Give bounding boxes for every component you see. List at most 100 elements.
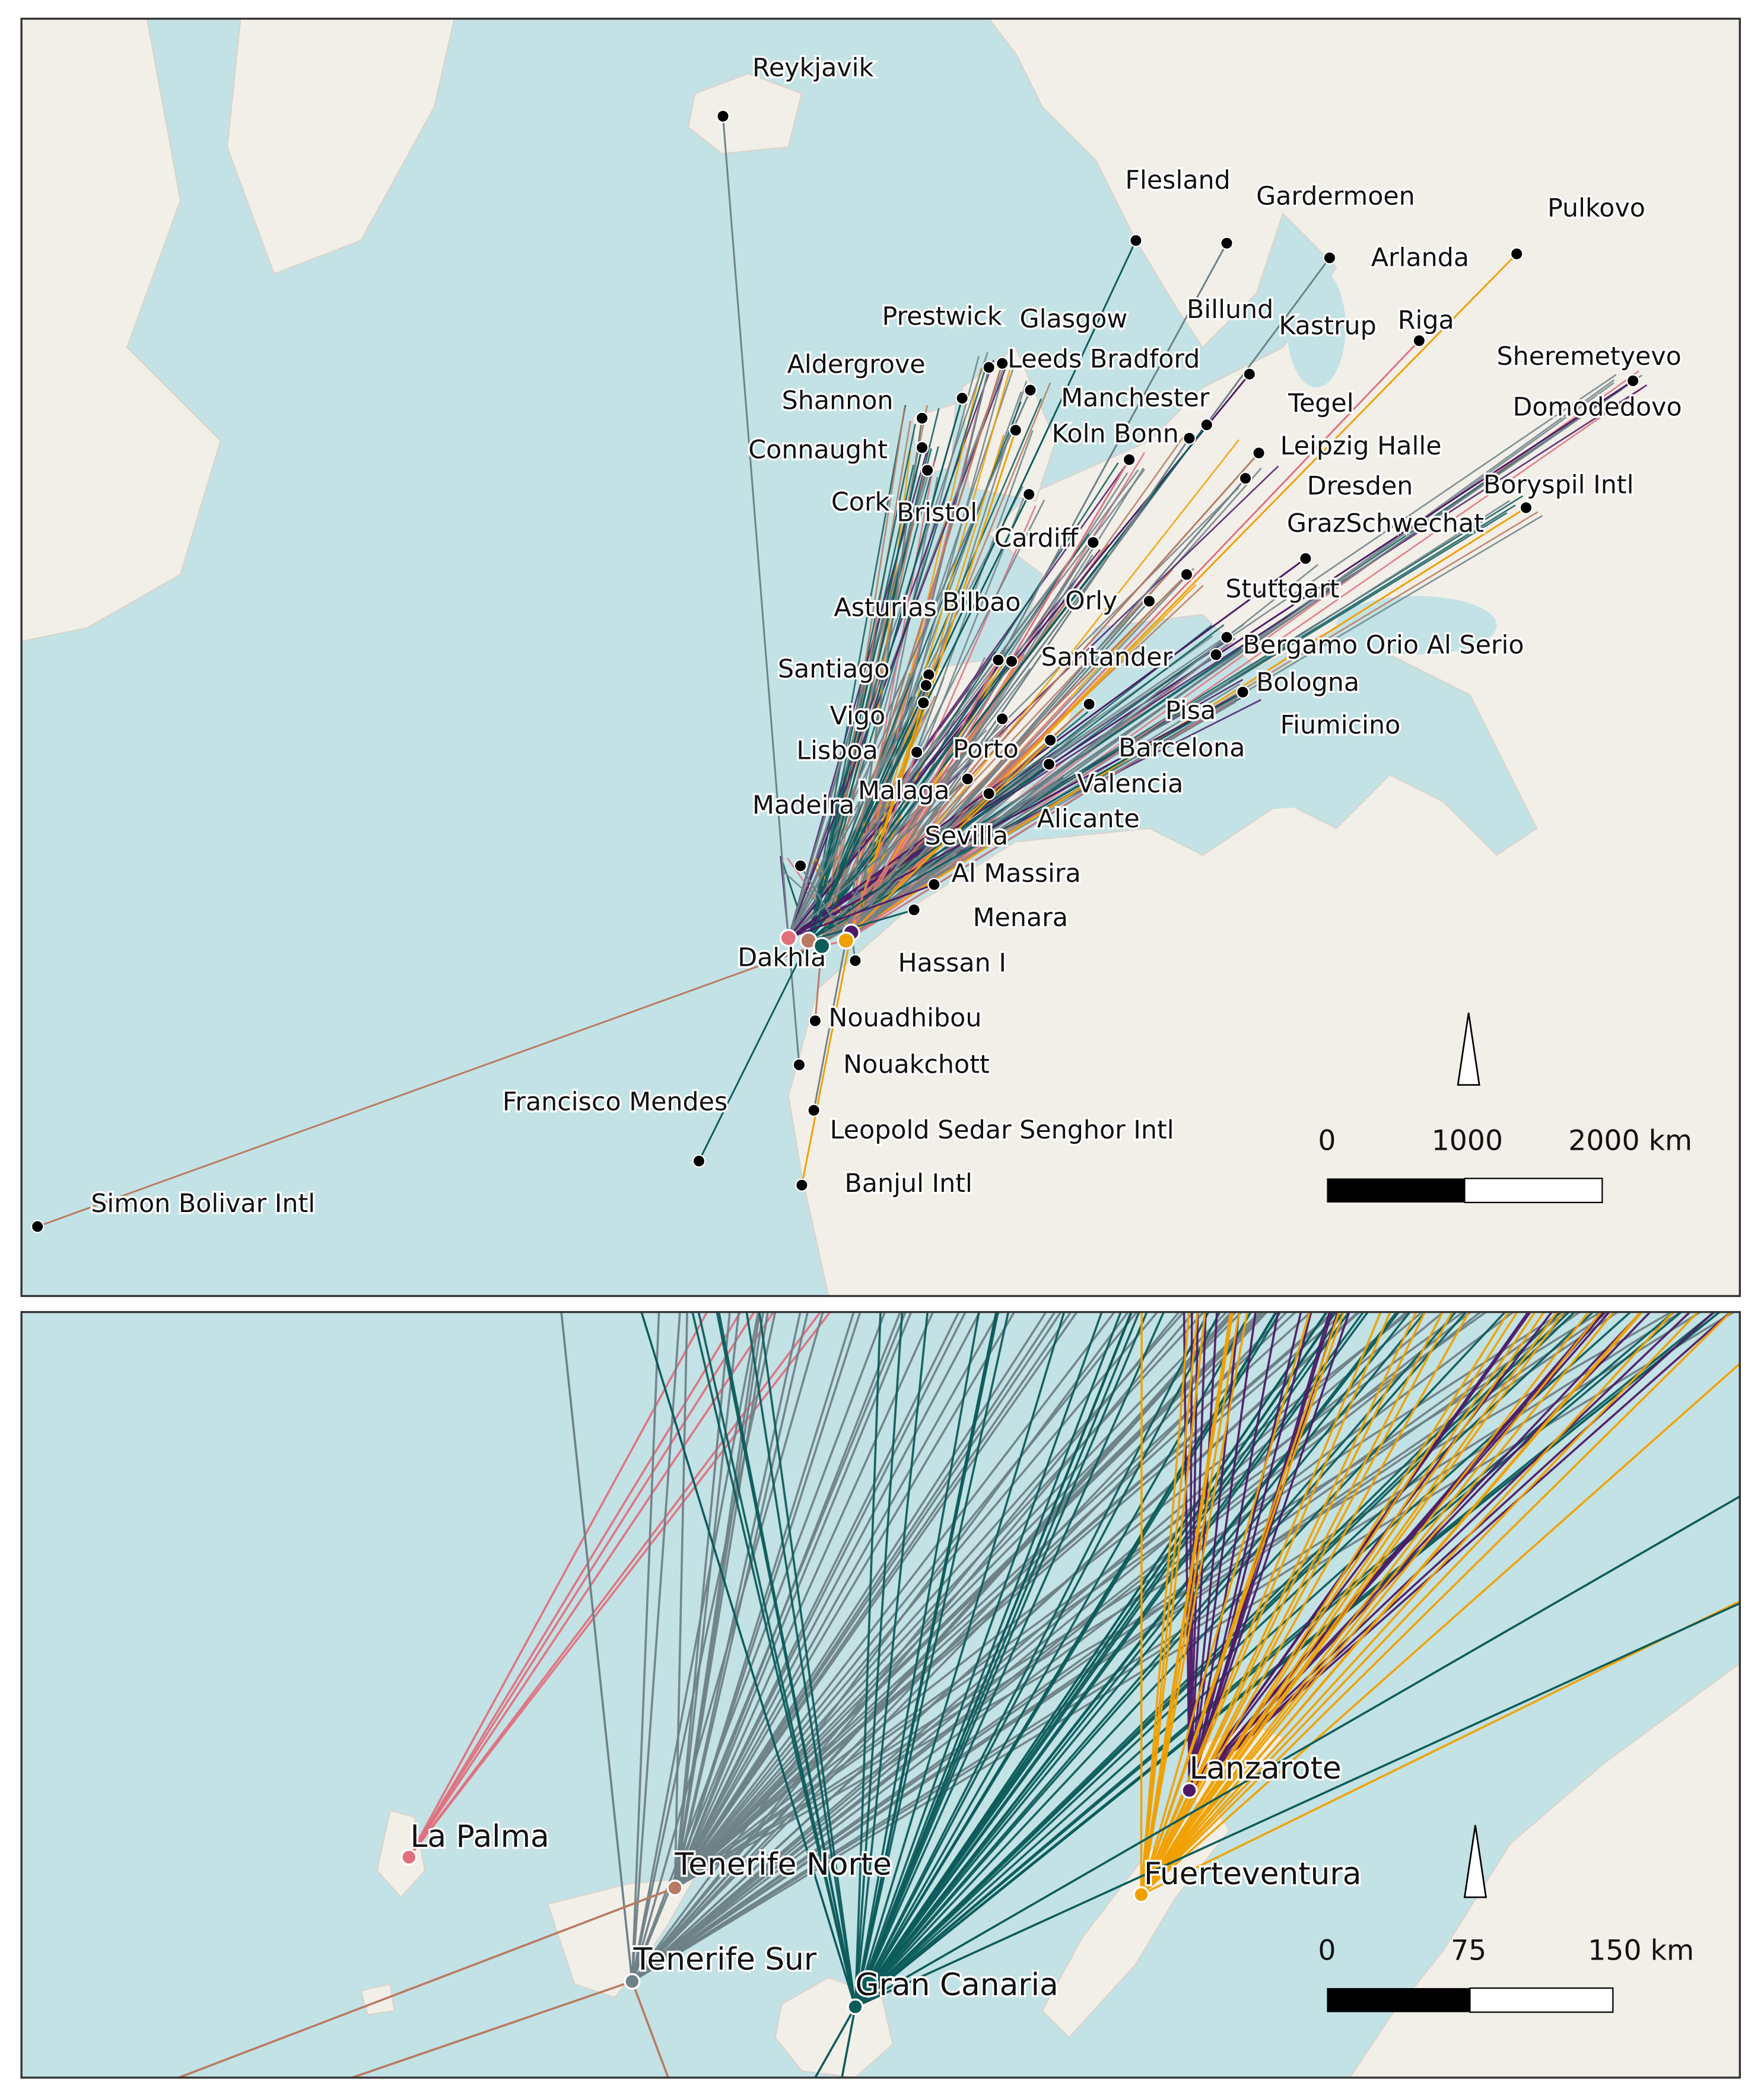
route (854, 1495, 1740, 2008)
airport-label: Fiumicino (1280, 711, 1401, 740)
route (1188, 1312, 1553, 1791)
route (845, 752, 918, 941)
route (850, 507, 1527, 934)
airport-label: Lisboa (796, 736, 878, 765)
airport-label: Cork (831, 488, 890, 517)
airport-dot (1082, 697, 1096, 711)
airport-dot (1200, 418, 1214, 432)
airport-label: Domodedovo (1512, 393, 1682, 422)
airport-dot (910, 745, 924, 759)
airport-label: Al Massira (952, 859, 1081, 889)
airport-label: Riga (1398, 306, 1454, 335)
route (854, 1312, 997, 2007)
route (854, 1312, 882, 2007)
airport-label: Manchester (1061, 383, 1209, 413)
route (1140, 1312, 1545, 1896)
route (854, 1312, 1328, 2008)
airport-label: Asturias (834, 593, 936, 622)
airport-dot (927, 877, 941, 892)
airport-label: Flesland (1125, 166, 1230, 195)
route (1140, 1312, 1674, 1896)
scale-bar (1327, 1178, 1465, 1203)
route (787, 937, 800, 1066)
airport-label: Banjul Intl (844, 1169, 972, 1198)
airport-label: Shannon (782, 386, 894, 415)
airport-dot (919, 679, 933, 692)
route (1140, 1312, 1536, 1896)
route (408, 1312, 822, 1858)
route (1188, 1312, 1257, 1791)
route (854, 1312, 1365, 2008)
airport-dot (795, 1178, 809, 1192)
route (854, 1312, 1277, 2008)
route (854, 1312, 929, 2007)
airport-dot (1412, 334, 1426, 348)
route (850, 439, 1240, 933)
route (854, 1312, 1148, 2008)
airport-dot (807, 1103, 821, 1117)
airport-label: Malaga (858, 776, 950, 806)
airport-dot (1242, 367, 1257, 381)
scale-bar (1464, 1178, 1603, 1203)
route (1140, 1312, 1190, 1895)
scale-label: 0 (1318, 1934, 1336, 1967)
route (1140, 1312, 1699, 1896)
route (673, 1312, 1115, 1889)
route (1140, 1312, 1509, 1896)
route (1140, 1312, 1340, 1896)
airport-dot (1122, 453, 1136, 466)
airport-dot (716, 109, 730, 123)
route (845, 637, 1228, 942)
route (821, 380, 1633, 944)
route (176, 1887, 676, 2078)
airport-label: Leopold Sedar Senghor Intl (830, 1115, 1174, 1145)
route (808, 388, 1623, 942)
route (854, 1312, 1221, 2008)
airport-label: Sevilla (925, 822, 1009, 851)
airport-label: Simon Bolivar Intl (91, 1189, 315, 1219)
airport-label: Prestwick (882, 301, 1002, 331)
frame (20, 17, 1741, 1297)
airport-label: GrazSchwechat (1287, 509, 1484, 539)
airport-dot (792, 1058, 806, 1072)
airport-dot (666, 1879, 684, 1897)
airport-label: Tenerife Sur (633, 1942, 817, 1977)
route (1183, 1312, 1191, 1790)
airport-label: Kastrup (1279, 311, 1376, 341)
airport-dot (920, 463, 935, 477)
route (673, 1312, 1078, 1889)
airports: La Palma Tenerife Norte Tenerife Sur Gran C… (401, 1749, 1363, 2015)
route (821, 465, 927, 944)
airport-dot (1220, 236, 1234, 250)
airport-label: Orly (1065, 586, 1117, 616)
airport-label: Santander (1041, 643, 1172, 672)
route (850, 367, 990, 933)
route (1140, 1312, 1643, 1896)
airport-label: Valencia (1077, 769, 1183, 799)
route (1188, 1312, 1240, 1790)
route (788, 883, 935, 939)
route (631, 1312, 1288, 1983)
route (1140, 1312, 1470, 1896)
route (674, 1312, 1138, 1889)
route (560, 1312, 634, 1982)
route (850, 430, 1034, 933)
airport-dot (1626, 374, 1640, 388)
airport-label: Connaught (748, 435, 888, 465)
route (854, 1312, 980, 2007)
airports: Reykjavik Flesland Gardermoen Pulkovo Arland… (30, 51, 1684, 1233)
airport-dot (907, 903, 921, 917)
airport-dot (1180, 568, 1194, 581)
route (845, 710, 1102, 942)
airport-label: Madeira (752, 791, 854, 820)
route (787, 390, 1031, 939)
route (787, 359, 1010, 939)
route (821, 701, 1237, 944)
route (821, 793, 990, 944)
airport-dot (808, 1014, 822, 1028)
scale-label: 0 (1318, 1125, 1336, 1157)
route (631, 1312, 1359, 1983)
route (821, 542, 1094, 944)
airport-dot (1133, 1886, 1150, 1903)
route (788, 691, 1244, 939)
